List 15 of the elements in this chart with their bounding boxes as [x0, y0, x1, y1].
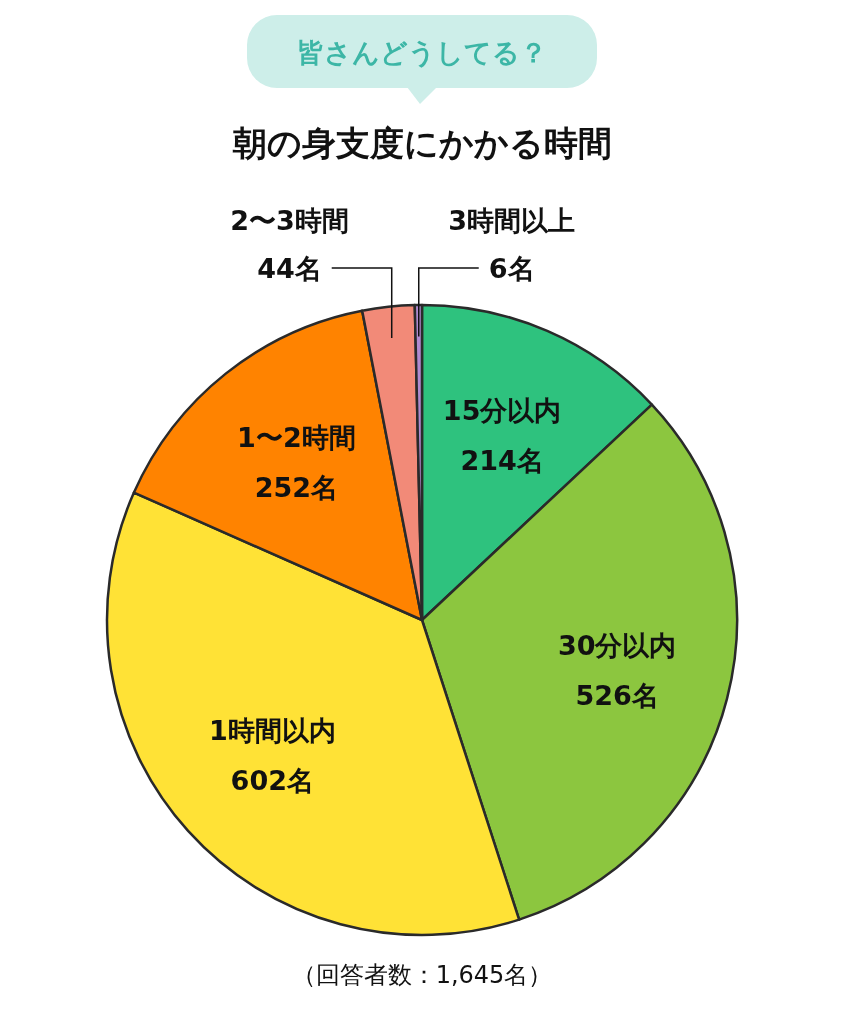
data-label: 44名	[257, 252, 322, 284]
data-label: 526名	[575, 679, 659, 711]
slice-label: 15分以内	[442, 394, 562, 426]
text: （回答者数：1,645名）	[291, 961, 553, 989]
slice-label: 1〜2時間	[237, 421, 356, 453]
data-label: 602名	[230, 764, 314, 796]
chart-subtitle: 皆さんどうしてる？	[297, 36, 547, 68]
data-label: 214名	[460, 444, 544, 476]
data-label: 6名	[488, 252, 535, 284]
chart-title: 朝の身支度にかかる時間	[231, 123, 612, 163]
slice-label: 2〜3時間	[230, 204, 349, 236]
data-label: 252名	[254, 471, 339, 503]
slice-label: 30分以内	[557, 629, 677, 661]
slice-label: 1時間以内	[208, 714, 336, 746]
slice-label: 3時間以上	[448, 204, 576, 236]
